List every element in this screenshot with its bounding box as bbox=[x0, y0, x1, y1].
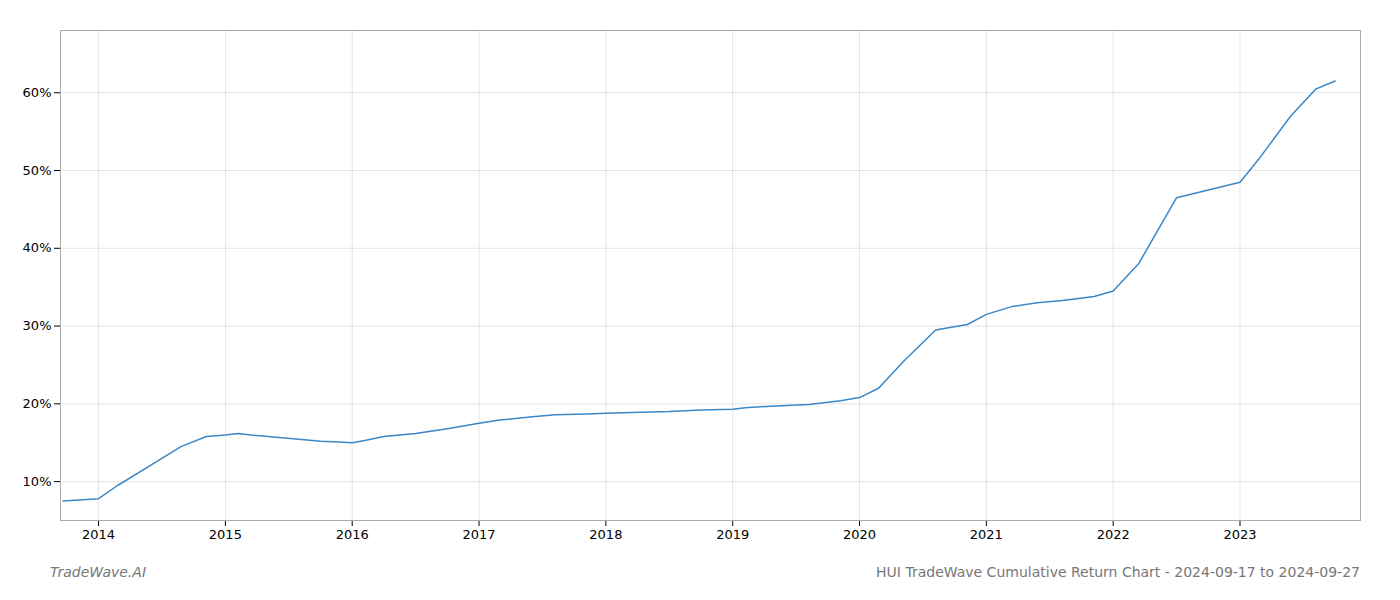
svg-text:2020: 2020 bbox=[843, 527, 876, 542]
svg-text:2014: 2014 bbox=[82, 527, 115, 542]
svg-text:2023: 2023 bbox=[1223, 527, 1256, 542]
html-text:HUI TradeWave Cumulative Retur: HUI TradeWave Cumulative Return Chart - … bbox=[876, 564, 1360, 580]
svg-text:2017: 2017 bbox=[462, 527, 495, 542]
svg-text:2015: 2015 bbox=[209, 527, 242, 542]
svg-text:20%: 20% bbox=[23, 396, 52, 411]
html-text:TradeWave.AI: TradeWave.AI bbox=[50, 564, 146, 580]
svg-text:2021: 2021 bbox=[970, 527, 1003, 542]
svg-text:2016: 2016 bbox=[336, 527, 369, 542]
svg-text:2022: 2022 bbox=[1097, 527, 1130, 542]
svg-text:40%: 40% bbox=[23, 240, 52, 255]
svg-text:60%: 60% bbox=[23, 85, 52, 100]
svg-text:50%: 50% bbox=[23, 163, 52, 178]
svg-text:2018: 2018 bbox=[589, 527, 622, 542]
svg-text:30%: 30% bbox=[23, 318, 52, 333]
svg-text:10%: 10% bbox=[23, 474, 52, 489]
svg-text:2019: 2019 bbox=[716, 527, 749, 542]
